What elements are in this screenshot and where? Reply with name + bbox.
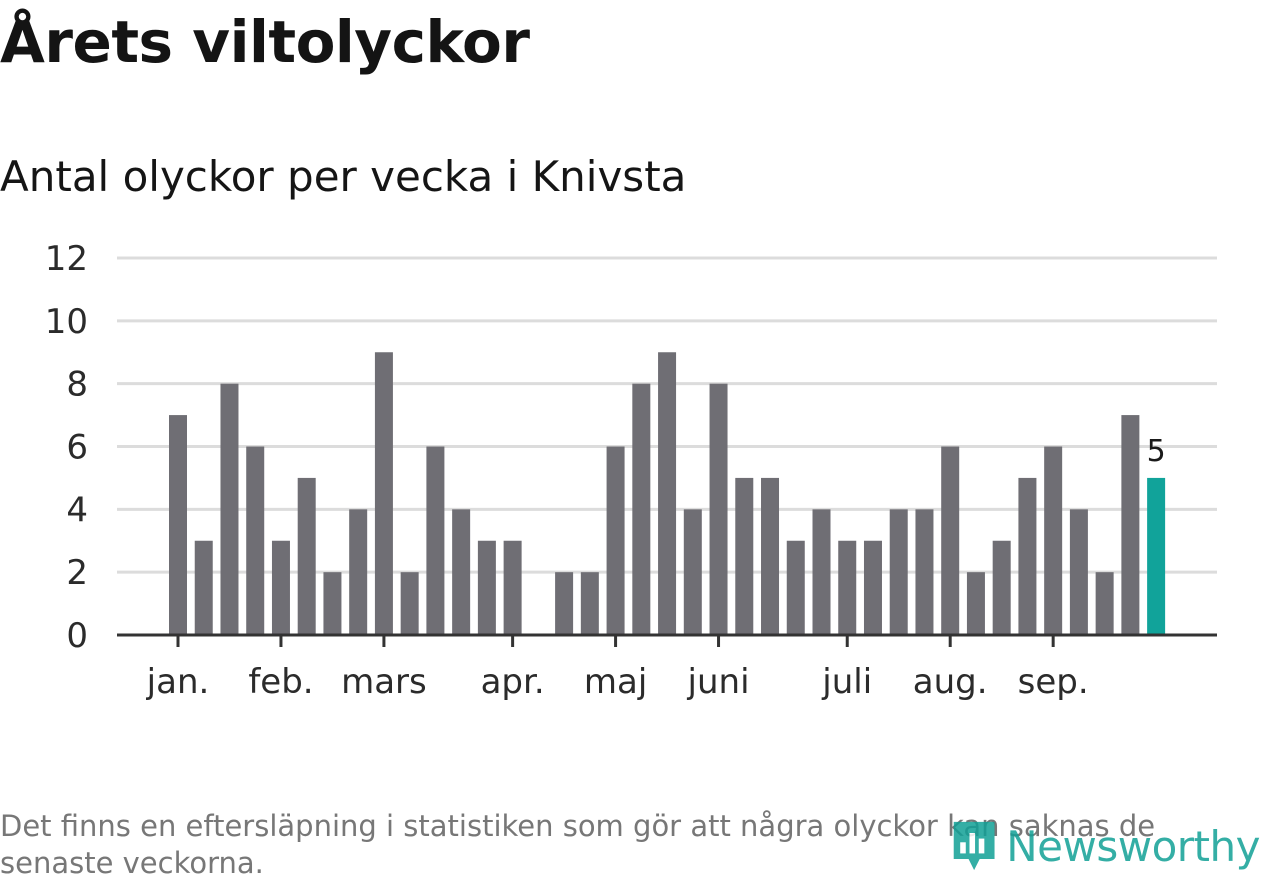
bar[interactable] — [606, 446, 625, 636]
bar[interactable] — [374, 352, 393, 635]
x-tick-label: mars — [341, 662, 427, 700]
bar[interactable] — [709, 383, 728, 635]
newsworthy-logo-icon — [953, 821, 995, 871]
bar[interactable] — [555, 572, 574, 635]
bar[interactable] — [503, 540, 522, 635]
y-tick-label: 0 — [66, 616, 88, 656]
bar[interactable] — [786, 540, 805, 635]
bar[interactable] — [1018, 477, 1037, 635]
y-tick-label: 4 — [66, 490, 88, 530]
newsworthy-logo-text: Newsworthy — [1006, 821, 1260, 871]
bar[interactable] — [1095, 572, 1114, 635]
bar[interactable] — [683, 509, 702, 635]
bar[interactable] — [400, 572, 419, 635]
x-tick-label: juni — [687, 662, 750, 700]
y-tick-label: 8 — [66, 365, 88, 405]
data-label: 5 — [1147, 434, 1166, 469]
bar[interactable] — [761, 477, 780, 635]
bar[interactable] — [915, 509, 934, 635]
x-tick-label: maj — [584, 662, 647, 700]
bar[interactable] — [863, 540, 882, 635]
bar[interactable] — [1069, 509, 1088, 635]
bar[interactable] — [632, 383, 651, 635]
bar[interactable] — [1121, 415, 1140, 635]
newsworthy-logo[interactable]: Newsworthy — [950, 816, 1260, 876]
x-tick-label: aug. — [913, 662, 988, 700]
bar[interactable] — [992, 540, 1011, 635]
bar[interactable] — [889, 509, 908, 635]
y-tick-label: 10 — [45, 302, 88, 342]
bar[interactable] — [1044, 446, 1063, 636]
x-axis — [117, 633, 1217, 647]
x-tick-label: juli — [821, 662, 872, 700]
chart-title: Årets viltolyckor — [0, 8, 530, 76]
bar[interactable] — [323, 572, 342, 635]
bar[interactable] — [941, 446, 960, 636]
bar[interactable] — [349, 509, 368, 635]
bar[interactable] — [452, 509, 471, 635]
y-axis-ticks: 0 2 4 6 8 10 12 — [45, 239, 88, 656]
bar[interactable] — [297, 477, 316, 635]
bar[interactable] — [246, 446, 265, 636]
bar[interactable] — [580, 572, 599, 635]
bar[interactable] — [658, 352, 677, 635]
bar-chart: 0 2 4 6 8 10 12 jan. feb. mars apr. maj juni juli aug… — [45, 239, 1217, 700]
x-tick-label: sep. — [1018, 662, 1089, 700]
bar[interactable] — [271, 540, 290, 635]
bar[interactable] — [812, 509, 831, 635]
x-tick-label: apr. — [481, 662, 545, 700]
bars — [169, 352, 1166, 636]
bar[interactable] — [194, 540, 213, 635]
bar[interactable] — [477, 540, 496, 635]
bar-highlighted[interactable] — [1147, 477, 1166, 635]
x-tick-label: jan. — [146, 662, 210, 700]
bar[interactable] — [966, 572, 985, 635]
bar[interactable] — [838, 540, 857, 635]
data-labels: 5 — [1147, 434, 1166, 469]
bar[interactable] — [735, 477, 754, 635]
bar[interactable] — [220, 383, 239, 635]
y-tick-label: 2 — [66, 553, 88, 593]
x-axis-ticks: jan. feb. mars apr. maj juni juli aug. sep. — [146, 662, 1089, 700]
bar[interactable] — [169, 415, 187, 635]
y-tick-label: 12 — [45, 239, 88, 279]
y-tick-label: 6 — [66, 428, 88, 468]
bar[interactable] — [426, 446, 445, 636]
x-tick-label: feb. — [248, 662, 313, 700]
chart-subtitle: Antal olyckor per vecka i Knivsta — [0, 152, 687, 201]
